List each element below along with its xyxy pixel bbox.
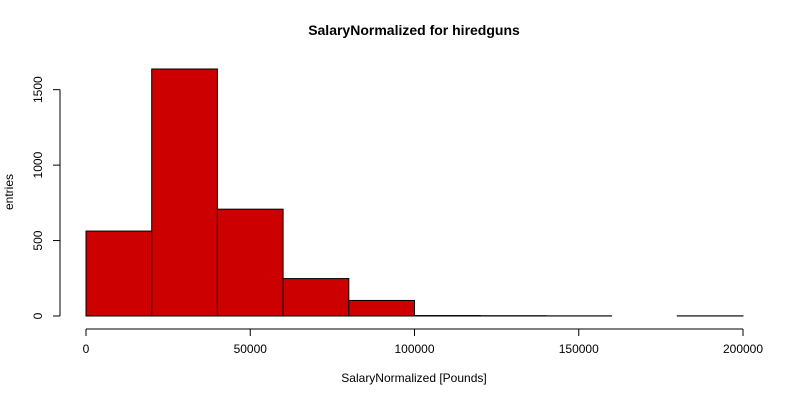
x-tick-label: 150000 (559, 342, 599, 356)
chart-title: SalaryNormalized for hiredguns (308, 22, 520, 38)
x-axis-label: SalaryNormalized [Pounds] (341, 371, 486, 385)
y-tick-label: 1000 (31, 151, 45, 178)
y-tick-label: 1500 (31, 76, 45, 103)
histogram-bar (216, 208, 284, 317)
histogram-bar (282, 278, 350, 317)
y-tick-label: 500 (31, 230, 45, 250)
y-tick-label: 0 (31, 312, 45, 319)
histogram-bar (348, 299, 415, 317)
x-tick-label: 200000 (723, 342, 763, 356)
x-tick-label: 0 (83, 342, 90, 356)
x-axis: 0 50000 100000 150000 200000 (83, 328, 763, 356)
bars-group (85, 68, 744, 317)
x-tick-label: 50000 (234, 342, 268, 356)
y-axis: 0 500 1000 1500 (31, 76, 61, 319)
y-axis-label: entries (2, 174, 16, 210)
histogram-bar (85, 230, 153, 317)
histogram-bar (151, 68, 218, 317)
x-tick-label: 100000 (394, 342, 434, 356)
